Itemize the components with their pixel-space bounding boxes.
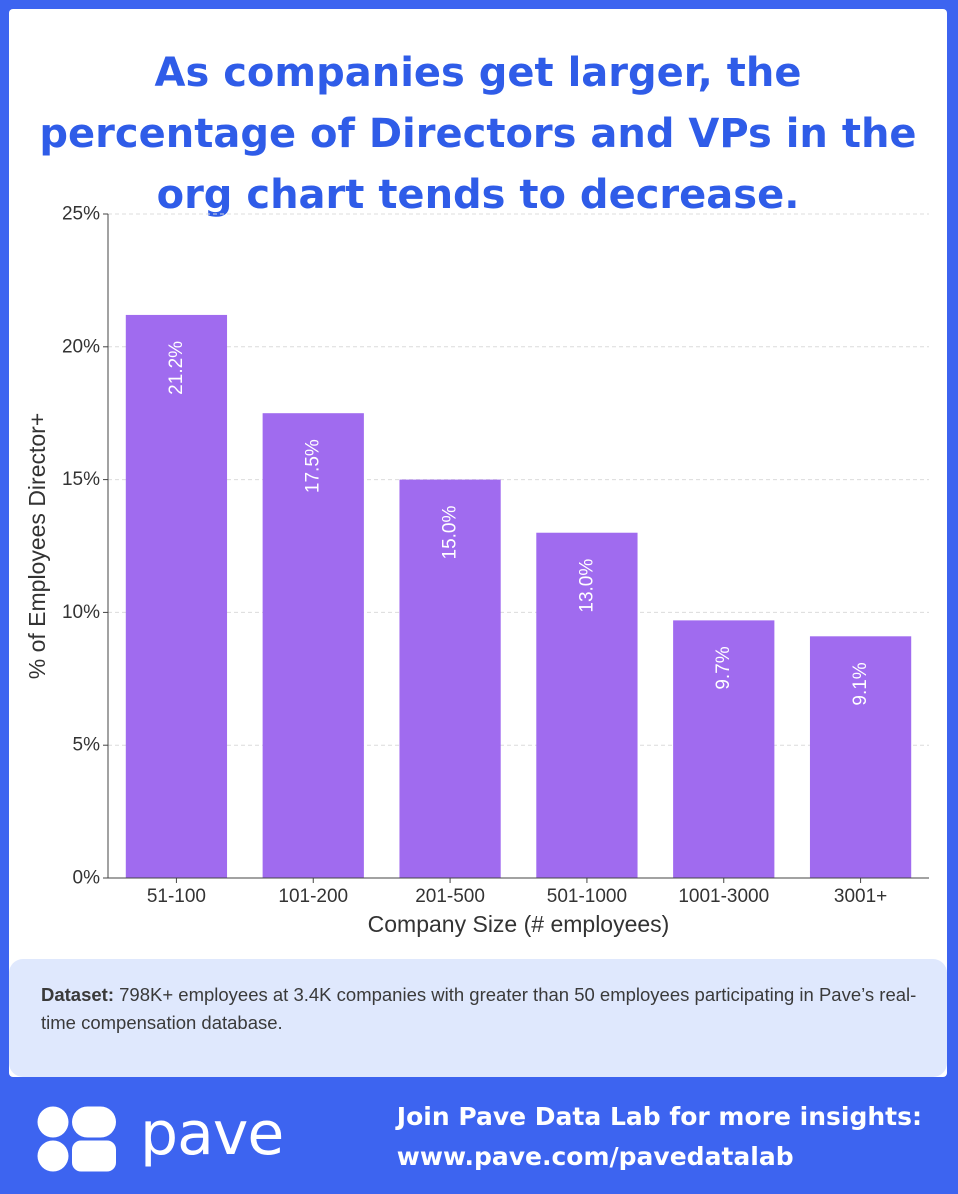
bar-value-label-51-100: 21.2%	[166, 341, 187, 395]
cta-text: Join Pave Data Lab for more insights: ww…	[397, 1097, 922, 1177]
dataset-description: 798K+ employees at 3.4K companies with g…	[41, 984, 917, 1033]
bar-3001+	[809, 636, 912, 878]
pave-logo-wordmark: pave	[140, 1099, 284, 1169]
y-tick-label-0: 0%	[73, 868, 101, 889]
x-axis-title: Company Size (# employees)	[368, 911, 670, 937]
title-line-2: percentage of Directors and VPs in the	[39, 111, 917, 157]
bar-value-label-3001+: 9.1%	[850, 662, 871, 705]
bar-501-1000	[536, 532, 638, 878]
dataset-note: Dataset: 798K+ employees at 3.4K compani…	[9, 959, 947, 1077]
x-tick-label-51-100: 51-100	[147, 886, 206, 907]
x-tick-label-201-500: 201-500	[415, 886, 485, 907]
bar-51-100	[125, 314, 228, 879]
bar-201-500	[399, 479, 501, 878]
x-tick-label-3001+: 3001+	[834, 886, 887, 907]
bar-value-label-501-1000: 13.0%	[576, 559, 597, 613]
title-line-3: org chart tends to decrease.	[156, 172, 800, 218]
y-tick-label-1: 5%	[73, 735, 101, 756]
y-tick-label-5: 25%	[62, 204, 100, 225]
chart-card: As companies get larger, the percentage …	[9, 9, 947, 1077]
pave-logo-icon	[37, 1106, 116, 1172]
y-tick-label-3: 15%	[62, 469, 100, 490]
x-tick-label-501-1000: 501-1000	[547, 886, 627, 907]
cta-line-1: Join Pave Data Lab for more insights:	[396, 1102, 922, 1131]
y-axis-title: % of Employees Director+	[24, 413, 50, 680]
x-tick-label-101-200: 101-200	[278, 886, 348, 907]
y-tick-label-2: 10%	[62, 602, 100, 623]
bar-1001-3000	[673, 620, 775, 878]
chart-title: As companies get larger, the percentage …	[9, 43, 947, 226]
cta-link[interactable]: www.pave.com/pavedatalab	[396, 1142, 794, 1171]
bar-101-200	[262, 413, 364, 878]
bar-value-label-201-500: 15.0%	[440, 505, 461, 559]
x-tick-label-1001-3000: 1001-3000	[678, 886, 769, 907]
bar-value-label-101-200: 17.5%	[303, 439, 324, 493]
dataset-label: Dataset:	[41, 984, 114, 1005]
dataset-text: Dataset: 798K+ employees at 3.4K compani…	[41, 981, 921, 1037]
y-tick-label-4: 20%	[62, 336, 100, 357]
bar-chart: 21.2% 51-100 17.5% 101-200 15.0% 201-500 13.0%…	[24, 204, 929, 937]
title-line-1: As companies get larger, the	[154, 50, 802, 96]
bar-value-label-1001-3000: 9.7%	[713, 646, 734, 689]
